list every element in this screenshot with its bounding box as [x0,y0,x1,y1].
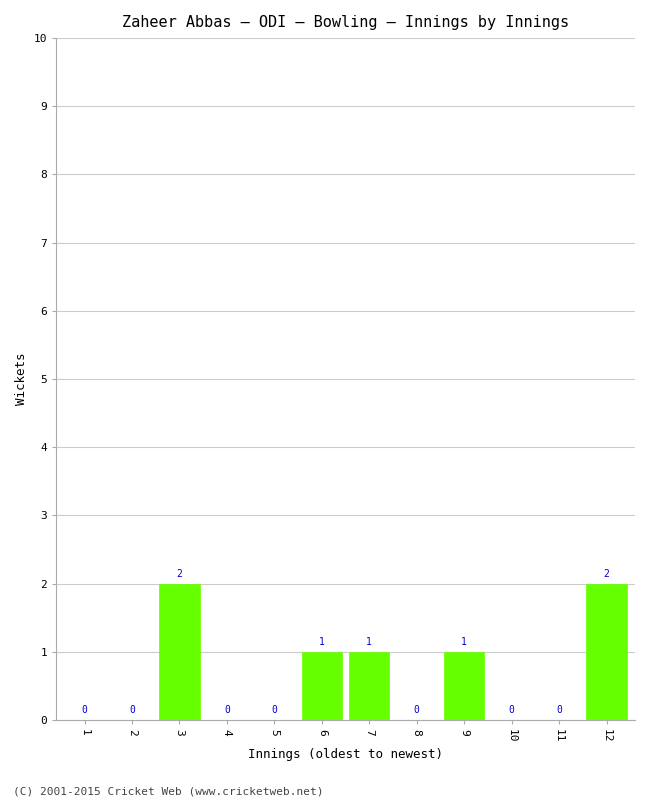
Bar [444,652,484,720]
Text: 2: 2 [177,569,183,578]
Text: 0: 0 [224,705,230,715]
Text: 1: 1 [462,637,467,647]
Text: 0: 0 [556,705,562,715]
Text: 0: 0 [414,705,420,715]
Bar [586,583,627,720]
Text: 1: 1 [319,637,325,647]
Y-axis label: Wickets: Wickets [15,353,28,406]
Text: 0: 0 [509,705,515,715]
Text: 0: 0 [129,705,135,715]
Text: (C) 2001-2015 Cricket Web (www.cricketweb.net): (C) 2001-2015 Cricket Web (www.cricketwe… [13,786,324,796]
Bar [159,583,200,720]
X-axis label: Innings (oldest to newest): Innings (oldest to newest) [248,748,443,761]
Text: 0: 0 [82,705,88,715]
Title: Zaheer Abbas – ODI – Bowling – Innings by Innings: Zaheer Abbas – ODI – Bowling – Innings b… [122,15,569,30]
Bar [349,652,389,720]
Text: 1: 1 [367,637,372,647]
Text: 0: 0 [272,705,278,715]
Text: 2: 2 [604,569,610,578]
Bar [302,652,342,720]
